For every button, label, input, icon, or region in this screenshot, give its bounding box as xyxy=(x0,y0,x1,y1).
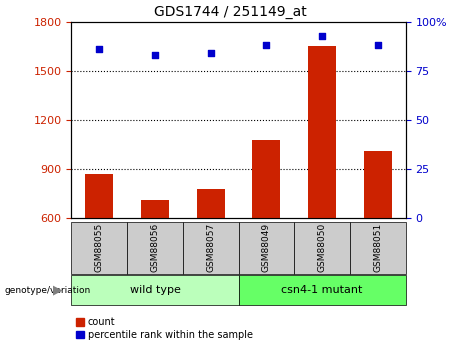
Bar xyxy=(71,275,239,305)
Bar xyxy=(364,151,392,218)
Bar xyxy=(238,275,406,305)
Point xyxy=(263,43,270,48)
Point xyxy=(95,47,103,52)
Bar xyxy=(294,221,350,274)
Bar xyxy=(238,221,294,274)
Bar xyxy=(71,221,127,274)
Legend: count, percentile rank within the sample: count, percentile rank within the sample xyxy=(77,317,253,340)
Text: GSM88055: GSM88055 xyxy=(95,223,104,272)
Bar xyxy=(197,189,225,218)
Text: GDS1744 / 251149_at: GDS1744 / 251149_at xyxy=(154,5,307,19)
Text: GSM88056: GSM88056 xyxy=(150,223,160,272)
Text: GSM88057: GSM88057 xyxy=(206,223,215,272)
Text: ▶: ▶ xyxy=(53,284,62,297)
Point xyxy=(374,43,382,48)
Point xyxy=(207,50,214,56)
Bar xyxy=(127,221,183,274)
Text: csn4-1 mutant: csn4-1 mutant xyxy=(281,285,363,295)
Point xyxy=(319,33,326,38)
Bar xyxy=(183,221,238,274)
Bar xyxy=(253,140,280,218)
Text: wild type: wild type xyxy=(130,285,180,295)
Text: GSM88050: GSM88050 xyxy=(318,223,327,272)
Text: genotype/variation: genotype/variation xyxy=(5,286,91,295)
Text: GSM88049: GSM88049 xyxy=(262,223,271,272)
Bar xyxy=(141,200,169,218)
Bar xyxy=(308,47,336,218)
Text: GSM88051: GSM88051 xyxy=(373,223,382,272)
Point xyxy=(151,52,159,58)
Bar xyxy=(85,174,113,218)
Bar xyxy=(350,221,406,274)
